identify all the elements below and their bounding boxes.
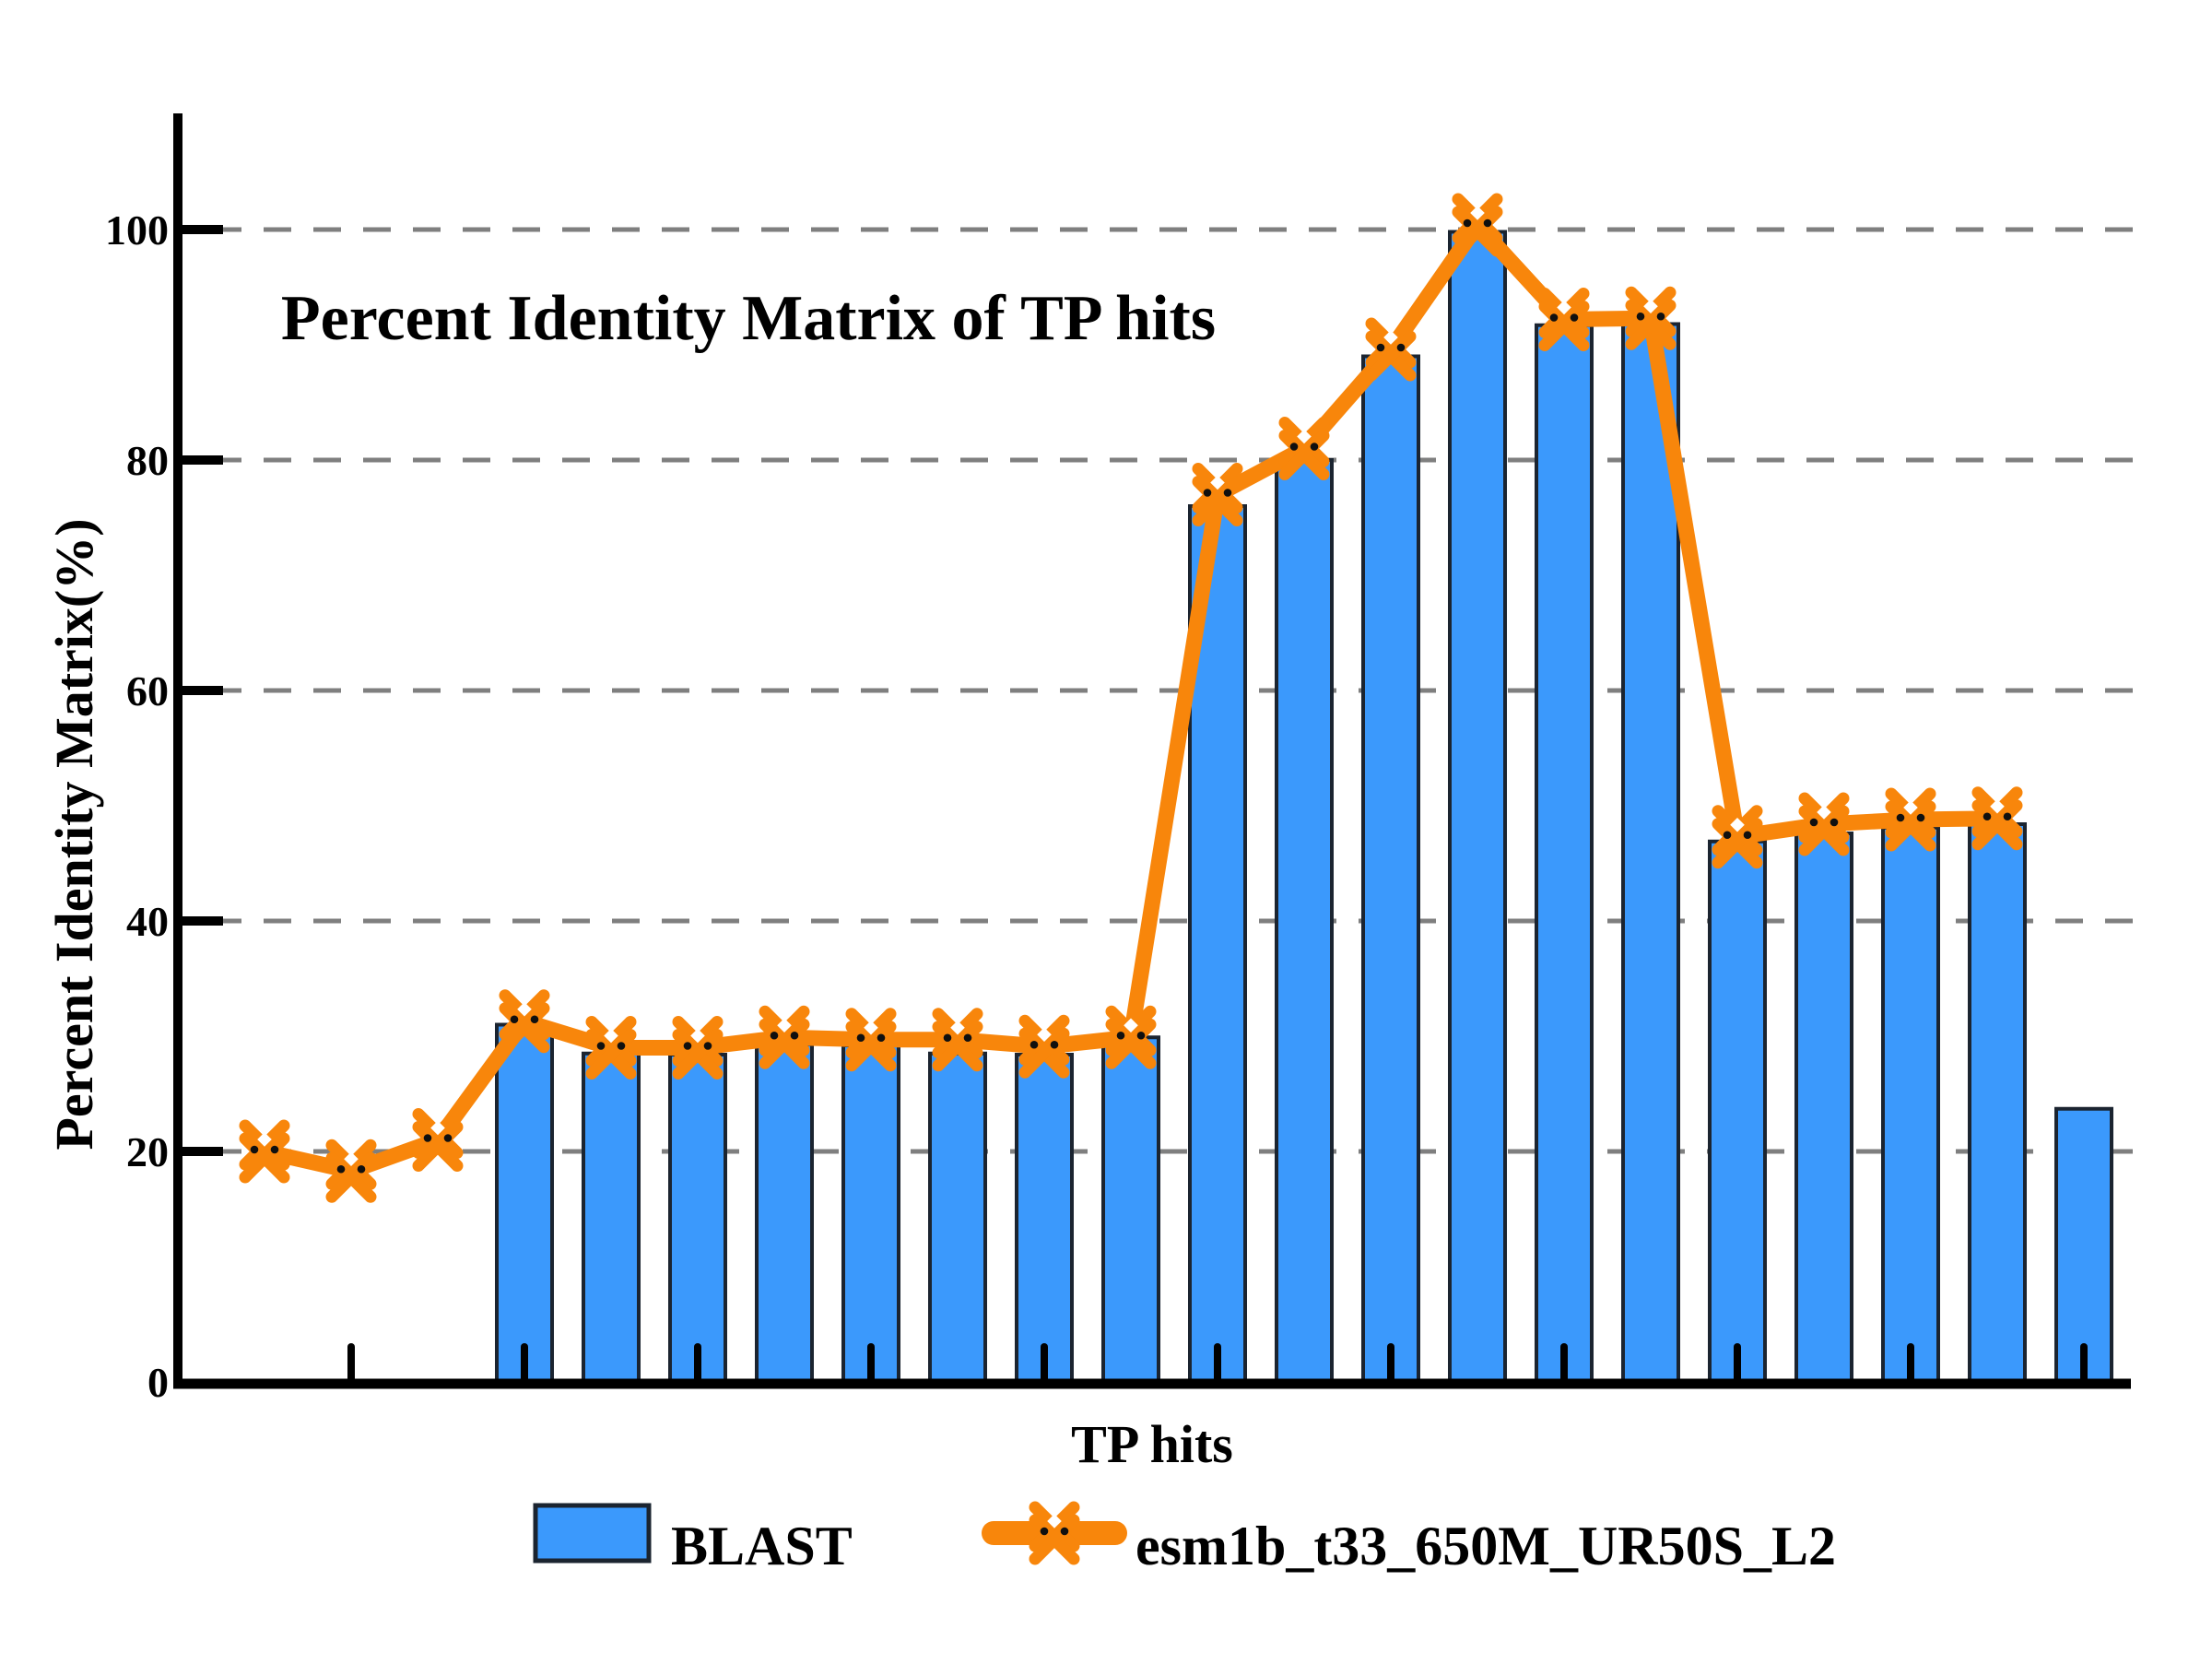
x-marker-icon <box>1538 288 1590 351</box>
bar <box>1361 354 1420 1386</box>
x-marker-icon <box>1885 787 1936 852</box>
x-marker-icon <box>1029 1501 1080 1565</box>
x-marker-icon <box>499 989 550 1054</box>
y-tick-label: 20 <box>126 1128 169 1175</box>
y-tick-labels: 0 20 40 60 80 100 <box>105 207 169 1406</box>
legend: BLAST esm1b_t33_650M_UR50S_L2 <box>533 1501 1836 1576</box>
bar <box>928 1051 987 1386</box>
x-marker-icon <box>1365 317 1417 382</box>
x-marker-icon <box>845 1008 897 1072</box>
bar <box>755 1042 814 1386</box>
x-marker-icon <box>672 1016 724 1080</box>
x-ticks <box>347 1343 2088 1385</box>
bar-series <box>495 230 2113 1386</box>
x-marker-icon <box>1712 805 1763 869</box>
x-marker-icon <box>1971 786 2023 851</box>
x-axis-label: TP hits <box>1071 1414 1233 1474</box>
bar <box>1968 822 2027 1386</box>
x-marker-icon <box>1105 1005 1157 1069</box>
bar <box>668 1053 727 1386</box>
bar <box>1275 458 1334 1386</box>
y-tick-label: 80 <box>126 437 169 484</box>
legend-x-marker-icon <box>1029 1501 1080 1565</box>
bar <box>2054 1106 2113 1386</box>
y-tick-label: 40 <box>126 898 169 945</box>
x-marker-icon <box>239 1119 290 1184</box>
legend-bar-swatch-icon <box>533 1503 652 1564</box>
bar <box>1015 1053 1074 1386</box>
bar <box>495 1022 554 1386</box>
bar <box>1794 832 1853 1386</box>
bar <box>841 1044 900 1386</box>
bar <box>1881 825 1940 1386</box>
line-markers <box>239 193 2023 1203</box>
legend-label-esm1b: esm1b_t33_650M_UR50S_L2 <box>1135 1516 1836 1576</box>
x-marker-icon <box>759 1005 810 1069</box>
x-marker-icon <box>1625 286 1677 350</box>
bar <box>1708 839 1767 1386</box>
x-marker-icon <box>325 1139 377 1203</box>
y-ticks <box>182 225 223 1156</box>
x-marker-icon <box>585 1016 637 1080</box>
bar <box>1448 230 1507 1386</box>
bar <box>1101 1035 1160 1386</box>
x-marker-icon <box>1018 1014 1070 1079</box>
bar <box>1621 322 1680 1386</box>
bar <box>1535 323 1594 1386</box>
bar <box>582 1051 641 1386</box>
x-marker-icon <box>412 1108 464 1172</box>
y-tick-label: 60 <box>126 667 169 714</box>
y-axis-label: Percent Identity Matrix(%) <box>44 518 104 1150</box>
y-tick-label: 0 <box>147 1359 169 1406</box>
legend-label-blast: BLAST <box>671 1516 853 1576</box>
x-marker-icon <box>932 1008 983 1072</box>
x-marker-icon <box>1192 463 1243 526</box>
y-tick-label: 100 <box>105 207 169 254</box>
x-marker-icon <box>1798 792 1850 856</box>
x-marker-icon <box>1278 417 1330 480</box>
chart-title: Percent Identity Matrix of TP hits <box>281 283 1216 354</box>
x-marker-icon <box>1452 193 1503 257</box>
